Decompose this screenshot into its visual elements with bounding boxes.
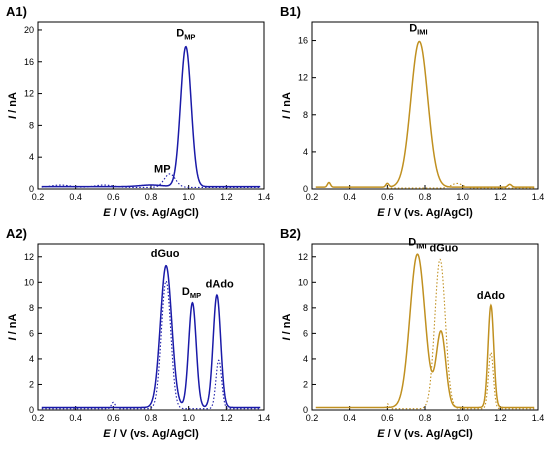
x-tick-label: 0.4 [343,413,356,423]
y-tick-label: 8 [303,303,308,313]
x-tick-label: 1.0 [182,192,195,202]
x-tick-label: 0.6 [107,192,120,202]
series-dotted-line [387,182,535,189]
plot-frame [37,243,265,411]
panel-label: A2) [6,226,27,241]
y-tick-label: 4 [303,354,308,364]
y-tick-label: 6 [29,328,34,338]
series-solid-line [41,45,261,188]
x-tick-label: 0.2 [306,413,319,423]
x-tick-label: 1.4 [258,192,271,202]
series-dotted-line [387,258,535,410]
plot-frame [37,21,265,190]
y-tick-label: 4 [29,354,34,364]
y-axis-label: I / nA [7,92,19,119]
y-tick-label: 0 [29,184,34,194]
panel-a2: A2) 0.2 0.4 0.6 0.8 1.0 1.2 1.4 0 2 4 6 8 10 12 E / V (… [6,226,270,440]
plot-frame [311,243,539,411]
series-solid-line [41,264,261,409]
y-tick-label: 16 [24,57,34,67]
x-axis-label: E / V (vs. Ag/AgCl) [103,428,199,440]
x-tick-label: 1.2 [220,192,233,202]
y-tick-label: 10 [298,277,308,287]
x-tick-label: 0.8 [145,413,158,423]
series-solid-line [315,40,535,188]
peak-annotation: DIMI [408,236,426,250]
y-axis-label: I / nA [281,314,293,341]
y-tick-label: 8 [29,120,34,130]
peak-annotation: dGuo [151,248,180,260]
x-tick-label: 0.6 [107,413,120,423]
x-tick-label: 0.2 [32,413,45,423]
x-tick-label: 1.0 [456,192,469,202]
y-tick-label: 12 [298,252,308,262]
x-axis-label: E / V (vs. Ag/AgCl) [377,428,473,440]
x-tick-label: 1.2 [220,413,233,423]
y-tick-label: 12 [24,89,34,99]
x-tick-label: 1.2 [494,413,507,423]
series-dotted-line [41,280,261,410]
y-axis-label: I / nA [7,314,19,341]
y-tick-label: 16 [298,36,308,46]
y-tick-label: 12 [24,252,34,262]
peak-annotation: dAdo [206,278,234,290]
x-tick-label: 0.6 [381,413,394,423]
y-tick-label: 6 [303,328,308,338]
y-tick-label: 10 [24,277,34,287]
x-tick-label: 0.2 [32,192,45,202]
peak-annotation: DMP [176,27,195,41]
peak-annotation: dGuo [429,243,458,255]
peak-annotation: DMP [182,286,201,300]
x-tick-label: 1.0 [456,413,469,423]
x-tick-label: 1.4 [532,413,545,423]
x-tick-label: 0.4 [69,413,82,423]
panel-b1: B1) 0.2 0.4 0.6 0.8 1.0 1.2 1.4 0 4 8 12 16 E / V (vs… [280,4,544,219]
x-tick-label: 0.4 [69,192,82,202]
x-tick-label: 1.0 [182,413,195,423]
peak-annotation: MP [154,163,171,175]
y-tick-label: 4 [29,152,34,162]
x-tick-label: 1.4 [258,413,271,423]
peak-annotation: dAdo [477,290,505,302]
y-tick-label: 8 [303,110,308,120]
y-tick-label: 8 [29,303,34,313]
y-tick-label: 12 [298,73,308,83]
y-tick-label: 0 [29,405,34,415]
y-tick-label: 4 [303,147,308,157]
x-axis-label: E / V (vs. Ag/AgCl) [377,207,473,219]
y-axis-label: I / nA [281,92,293,119]
x-tick-label: 0.6 [381,192,394,202]
y-tick-label: 0 [303,405,308,415]
y-tick-label: 0 [303,184,308,194]
x-axis-label: E / V (vs. Ag/AgCl) [103,207,199,219]
peak-annotation: DIMI [409,22,427,36]
panel-b2: B2) 0.2 0.4 0.6 0.8 1.0 1.2 1.4 0 2 4 6 8 10 12 E / V (… [280,226,544,440]
y-tick-label: 20 [24,25,34,35]
x-tick-label: 0.8 [419,413,432,423]
plot-frame [311,21,539,190]
y-tick-label: 2 [303,379,308,389]
x-tick-label: 1.4 [532,192,545,202]
series-solid-line [315,253,535,409]
x-tick-label: 1.2 [494,192,507,202]
x-tick-label: 0.2 [306,192,319,202]
panel-label: A1) [6,4,27,19]
x-tick-label: 0.8 [145,192,158,202]
x-tick-label: 0.8 [419,192,432,202]
panel-a1: A1) 0.2 0.4 0.6 0.8 1.0 1.2 1.4 0 4 8 12 16 20 E / V (… [6,4,270,219]
x-tick-label: 0.4 [343,192,356,202]
panel-label: B2) [280,226,301,241]
series-dotted-line [41,173,261,188]
y-tick-label: 2 [29,379,34,389]
panel-label: B1) [280,4,301,19]
